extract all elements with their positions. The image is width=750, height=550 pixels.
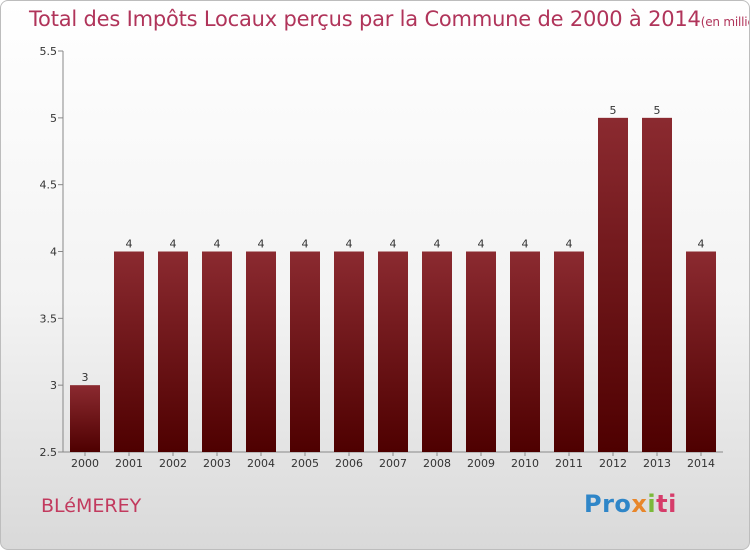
bar <box>158 251 188 452</box>
x-tick-label: 2013 <box>643 457 671 470</box>
bar <box>510 251 540 452</box>
bar <box>334 251 364 452</box>
bar <box>246 251 276 452</box>
bar <box>290 251 320 452</box>
x-tick-label: 2004 <box>247 457 275 470</box>
bar <box>686 251 716 452</box>
y-tick-label: 3 <box>50 379 57 392</box>
bar <box>202 251 232 452</box>
x-tick-label: 2003 <box>203 457 231 470</box>
chart-title: Total des Impôts Locaux perçus par la Co… <box>29 7 749 31</box>
x-tick-label: 2001 <box>115 457 143 470</box>
bar <box>114 251 144 452</box>
y-tick-label: 4.5 <box>40 179 58 192</box>
x-tick-label: 2009 <box>467 457 495 470</box>
chart-title-unit: (en milliers d'€) <box>700 15 749 29</box>
x-tick-label: 2008 <box>423 457 451 470</box>
bar <box>554 251 584 452</box>
bar-value-label: 4 <box>698 238 705 251</box>
bar-value-label: 4 <box>214 238 221 251</box>
bar-value-label: 4 <box>522 238 529 251</box>
commune-name: BLéMEREY <box>41 495 142 517</box>
bar <box>598 117 628 452</box>
proxiti-logo: Proxiti <box>584 490 677 518</box>
bar-value-label: 4 <box>346 238 353 251</box>
bar-value-label: 4 <box>566 238 573 251</box>
x-tick-label: 2005 <box>291 457 319 470</box>
bar <box>466 251 496 452</box>
bar <box>642 117 672 452</box>
x-tick-label: 2006 <box>335 457 363 470</box>
y-tick-label: 2.5 <box>40 446 58 459</box>
x-tick-label: 2000 <box>71 457 99 470</box>
y-tick-label: 5 <box>50 112 57 125</box>
bar-value-label: 4 <box>390 238 397 251</box>
bar-value-label: 3 <box>82 371 89 384</box>
y-tick-label: 4 <box>50 246 57 259</box>
x-tick-label: 2010 <box>511 457 539 470</box>
bar <box>422 251 452 452</box>
bar-value-label: 4 <box>170 238 177 251</box>
x-tick-label: 2014 <box>687 457 715 470</box>
bar <box>70 385 100 452</box>
y-tick-label: 5.5 <box>40 45 58 58</box>
bar-value-label: 4 <box>478 238 485 251</box>
x-tick-label: 2012 <box>599 457 627 470</box>
bar-value-label: 4 <box>434 238 441 251</box>
x-tick-label: 2002 <box>159 457 187 470</box>
bar-value-label: 5 <box>654 104 661 117</box>
bar-value-label: 4 <box>258 238 265 251</box>
bar-value-label: 4 <box>126 238 133 251</box>
bar-value-label: 4 <box>302 238 309 251</box>
x-tick-label: 2007 <box>379 457 407 470</box>
x-tick-label: 2011 <box>555 457 583 470</box>
bar <box>378 251 408 452</box>
bar-value-label: 5 <box>610 104 617 117</box>
y-tick-label: 3.5 <box>40 312 58 325</box>
